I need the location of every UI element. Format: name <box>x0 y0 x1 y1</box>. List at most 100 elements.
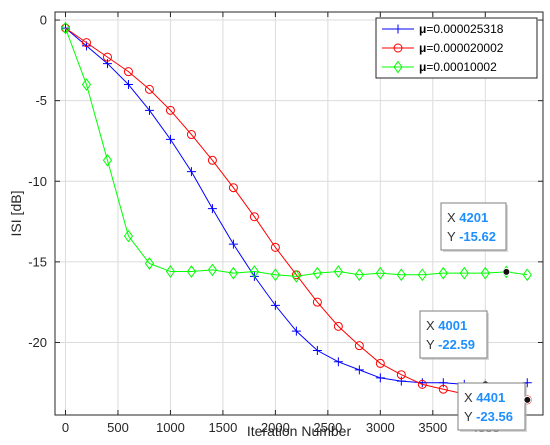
legend-entry[interactable]: μ=0.000025318 <box>382 22 504 36</box>
legend-mu-symbol: μ <box>419 60 426 74</box>
ticks: 050010001500200025003000350040000-5-10-1… <box>28 12 543 435</box>
series-line <box>65 27 528 277</box>
x-tick-label: 3000 <box>366 420 395 435</box>
datatip-point <box>523 395 532 404</box>
circle-marker <box>312 297 322 307</box>
diamond-marker <box>81 78 92 91</box>
diamond-marker <box>144 257 155 270</box>
series-1 <box>60 23 532 394</box>
datatip-y: Y -23.56 <box>464 409 513 424</box>
x-tick-label: 1500 <box>208 420 237 435</box>
diamond-marker <box>480 266 490 280</box>
diamond-marker <box>438 266 448 280</box>
diamond-marker <box>123 229 134 243</box>
diamond-marker <box>312 266 322 280</box>
datatip-x: X 4201 <box>447 210 488 225</box>
y-tick-label: -15 <box>28 254 47 269</box>
legend-mu-value: =0.000025318 <box>426 22 503 36</box>
legend-entry[interactable]: μ=0.00010002 <box>382 60 497 74</box>
legend-label: μ=0.000025318 <box>419 22 504 36</box>
circle-marker <box>228 183 238 193</box>
plus-marker <box>102 59 112 69</box>
datatip-box <box>419 310 488 359</box>
circle-marker <box>396 370 406 380</box>
circle-marker <box>186 130 196 140</box>
diamond-marker <box>354 268 364 282</box>
diamond-marker <box>270 268 281 282</box>
circle-marker <box>417 379 427 389</box>
diamond-marker <box>186 265 197 278</box>
plus-marker <box>396 376 406 386</box>
y-tick-label: -20 <box>28 335 47 350</box>
plus-marker <box>291 326 301 336</box>
plus-marker <box>393 24 403 34</box>
diamond-marker <box>393 60 403 74</box>
legend-mu-value: =0.000020002 <box>426 41 503 55</box>
datatip-box <box>457 382 526 431</box>
x-tick-label: 0 <box>62 420 69 435</box>
diamond-marker <box>291 270 301 283</box>
x-tick-label: 500 <box>107 420 129 435</box>
circle-marker <box>81 38 91 48</box>
plus-marker <box>333 357 343 367</box>
datatips: X 4201 Y -15.62 X 4001 Y -22.59 X 4401 Y -23.… <box>419 202 532 432</box>
diamond-marker <box>522 268 532 282</box>
legend-entry[interactable]: μ=0.000020002 <box>382 41 504 55</box>
diamond-marker <box>228 266 239 280</box>
legend-mu-symbol: μ <box>419 41 426 55</box>
datatip-y: Y -15.62 <box>447 229 496 244</box>
datatip-box <box>440 202 507 251</box>
plus-marker <box>186 167 196 177</box>
legend-mu-value: =0.00010002 <box>426 60 497 74</box>
y-tick-label: 0 <box>40 13 47 28</box>
y-tick-label: -10 <box>28 174 47 189</box>
diamond-marker <box>207 263 218 277</box>
x-tick-label: 3500 <box>418 420 447 435</box>
diamond-marker <box>60 21 71 35</box>
plus-marker <box>438 378 448 388</box>
legend-box <box>375 17 538 79</box>
diamond-marker <box>102 153 113 167</box>
datatip: X 4001 Y -22.59 <box>419 310 490 389</box>
diamond-marker <box>459 266 469 280</box>
series-layer <box>60 21 532 405</box>
plus-marker <box>375 373 385 383</box>
diamond-marker <box>396 268 406 282</box>
y-tick-label: -5 <box>35 93 47 108</box>
diamond-marker <box>249 265 260 278</box>
x-tick-label: 2000 <box>261 420 290 435</box>
plus-marker <box>207 204 217 214</box>
datatip-x: X 4001 <box>426 318 467 333</box>
plus-marker <box>144 105 154 115</box>
circle-marker <box>354 341 364 351</box>
plus-marker <box>123 80 133 90</box>
plus-marker <box>228 239 238 249</box>
legend-mu-symbol: μ <box>419 22 426 36</box>
circle-marker <box>438 384 448 394</box>
diamond-marker <box>165 265 176 278</box>
circle-marker <box>270 242 280 252</box>
datatip-x: X 4401 <box>464 390 505 405</box>
x-tick-label: 2500 <box>313 420 342 435</box>
diamond-marker <box>417 268 427 282</box>
circle-marker <box>144 84 154 94</box>
circle-marker <box>375 358 385 368</box>
circle-marker <box>333 321 343 331</box>
datatip-y: Y -22.59 <box>426 337 475 352</box>
circle-marker <box>165 105 175 115</box>
diamond-marker <box>375 266 385 280</box>
datatip: X 4401 Y -23.56 <box>457 382 532 432</box>
x-axis-label: Iteration Number <box>247 423 352 439</box>
legend-label: μ=0.000020002 <box>419 41 504 55</box>
axes-box <box>54 11 544 416</box>
datatip-point <box>502 267 511 276</box>
y-axis-label: ISI [dB] <box>8 191 24 237</box>
datatip: X 4201 Y -15.62 <box>440 202 511 276</box>
plus-marker <box>312 346 322 356</box>
x-tick-label: 1000 <box>156 420 185 435</box>
legend-label: μ=0.00010002 <box>419 60 497 74</box>
plus-marker <box>270 300 280 310</box>
circle-marker <box>123 67 133 77</box>
